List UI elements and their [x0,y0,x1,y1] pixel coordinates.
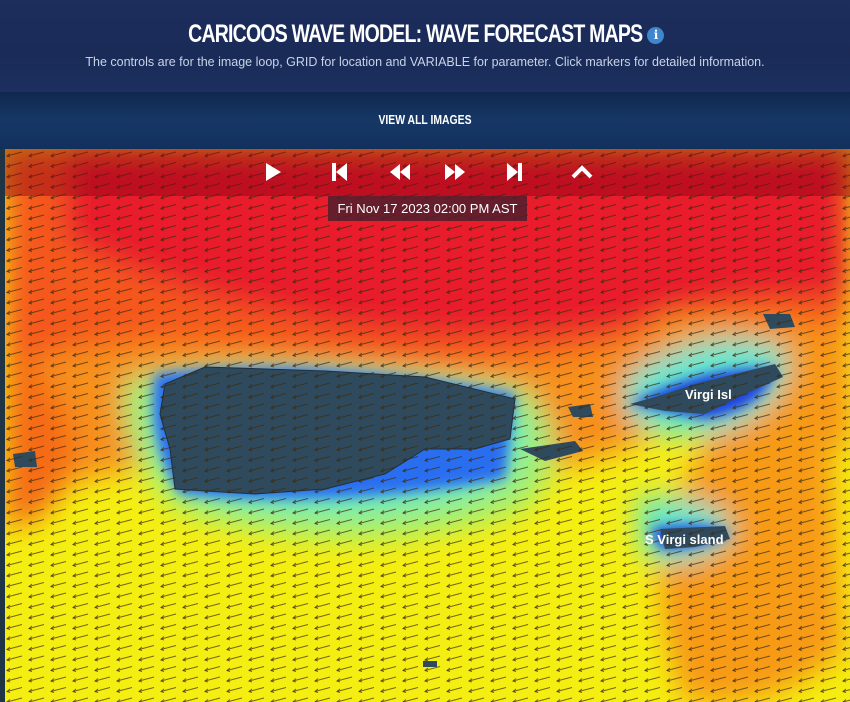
collapse-controls-button[interactable] [570,160,594,184]
page-title: CARICOOS WAVE MODEL: WAVE FORECAST MAPS i [94,20,757,49]
step-back-button[interactable] [388,160,412,184]
step-back-icon [390,164,410,180]
step-forward-icon [445,164,465,180]
play-button[interactable] [260,160,284,184]
last-frame-button[interactable] [502,160,526,184]
frame-timestamp: Fri Nov 17 2023 02:00 PM AST [328,196,527,221]
page-subtitle: The controls are for the image loop, GRI… [85,55,765,69]
play-icon [266,163,281,181]
map-edge [0,149,5,702]
buoy-marker [423,661,437,667]
ocean-banner [0,92,850,150]
player-controls-bar [5,149,850,196]
bvi-map-label: Virgi Isl [685,387,732,402]
step-forward-button[interactable] [443,160,467,184]
wave-direction-arrows [5,149,850,702]
chevron-up-icon [571,165,593,179]
skip-first-icon [332,163,347,181]
skip-last-icon [507,163,522,181]
wave-forecast-map[interactable]: Virgi Isl S Virgi sland [5,149,850,702]
info-circle-icon[interactable]: i [646,27,664,44]
page-title-text: CARICOOS WAVE MODEL: WAVE FORECAST MAPS [188,20,643,48]
view-all-images-link[interactable]: VIEW ALL IMAGES [378,112,472,127]
usvi-map-label: S Virgi sland [645,532,724,547]
page-header [0,0,850,92]
first-frame-button[interactable] [328,160,352,184]
